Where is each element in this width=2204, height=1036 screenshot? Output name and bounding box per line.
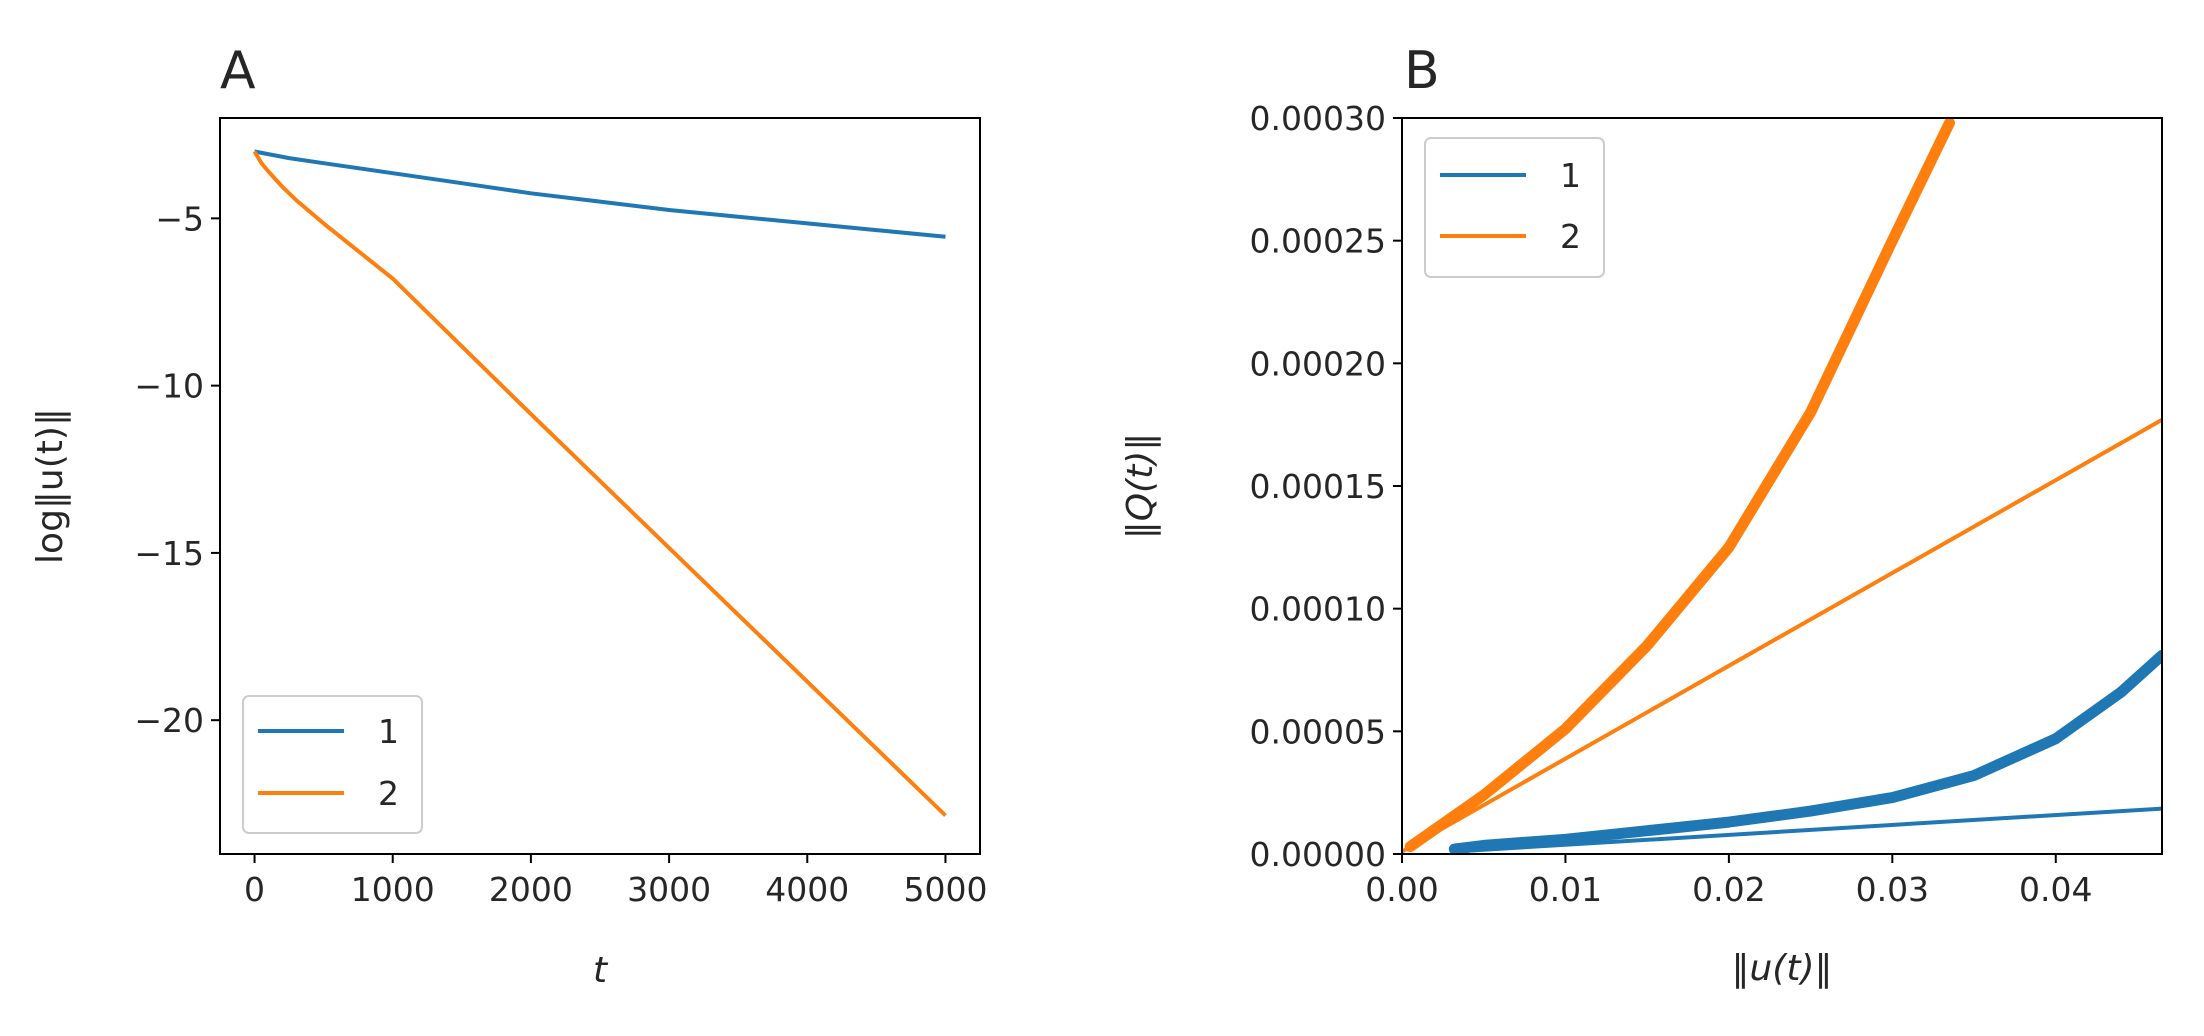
panel-a-ytick-label: −10: [134, 367, 204, 406]
panel-b-ytick-label: 0.00000: [1250, 835, 1386, 874]
panel-a-frame: [219, 117, 981, 855]
panel-b-ticks: 0.00 0.01 0.02 0.03 0.04 0.00000 0.00005 0.0001…: [1250, 99, 2093, 909]
panel-a-legend: 1 2: [242, 695, 423, 834]
panel-b-series-2-thin: [1402, 418, 2162, 854]
panel-b-legend-label-2: 2: [1560, 217, 1581, 256]
panel-b-series-1-thick: [1448, 649, 2162, 854]
panel-b-series-1-thin: [1454, 806, 2162, 854]
panel-a-ylabel: log‖u(t)‖: [30, 408, 71, 564]
panel-a-ytick-label: −20: [134, 701, 204, 740]
panel-b-series-2-thick: [1404, 118, 1955, 853]
panel-a-ytick-label: −15: [134, 534, 204, 573]
panel-a-xtick-label: 2000: [489, 870, 573, 909]
panel-a-xtick-label: 4000: [765, 870, 849, 909]
panel-b-ylabel: ‖Q(t)‖: [1120, 433, 1161, 540]
panel-b-ytick-label: 0.00025: [1250, 222, 1386, 261]
panel-b-letter: B: [1404, 41, 1440, 101]
panel-b: B 0.00 0.01 0.02 0.03 0.040.000000.000050.00…: [1120, 41, 2163, 989]
panel-a-series: [252, 149, 947, 817]
panel-b-ytick-label: 0.00015: [1250, 467, 1386, 506]
panel-b-xtick-label: 0.03: [1856, 870, 1929, 909]
panel-a-ytick-label: −5: [155, 199, 204, 238]
panel-a-xtick-label: 3000: [627, 870, 711, 909]
panel-b-series: [1402, 118, 2162, 854]
panel-b-legend: 1 2: [1424, 137, 1605, 278]
panel-b-xtick-label: 0.00: [1365, 870, 1438, 909]
panel-a-xtick-label: 1000: [351, 870, 435, 909]
panel-b-xtick-label: 0.02: [1692, 870, 1765, 909]
panel-b-ytick-label: 0.00030: [1250, 99, 1386, 138]
panel-a-letter: A: [220, 41, 256, 101]
panel-a-series-1: [254, 149, 946, 239]
panel-b-ytick-label: 0.00010: [1250, 590, 1386, 629]
panel-b-legend-box: [1424, 137, 1605, 278]
panel-a-series-2: [252, 150, 947, 817]
panel-a-legend-label-2: 2: [378, 774, 399, 813]
panel-b-xlabel: ‖u(t)‖: [1731, 948, 1832, 989]
panel-b-ytick-label: 0.00005: [1250, 712, 1386, 751]
panel-b-xtick-label: 0.01: [1529, 870, 1602, 909]
panel-a-xtick-label: 5000: [903, 870, 987, 909]
panel-a-xtick-label: 0: [244, 870, 265, 909]
panel-b-xtick-label: 0.04: [2019, 870, 2092, 909]
panel-a-legend-label-1: 1: [378, 712, 399, 751]
panel-b-legend-label-1: 1: [1560, 156, 1581, 195]
panel-a-xlabel: t: [593, 950, 609, 991]
panel-a-ticks: 0 1000 2000 3000 4000 5000 −5 −10 −15 −20: [134, 199, 987, 909]
panel-b-ytick-label: 0.00020: [1250, 344, 1386, 383]
panel-a: A 0 1000 2000 3000 4000 5000 −5 −10 −15 −20 t log…: [30, 41, 987, 991]
